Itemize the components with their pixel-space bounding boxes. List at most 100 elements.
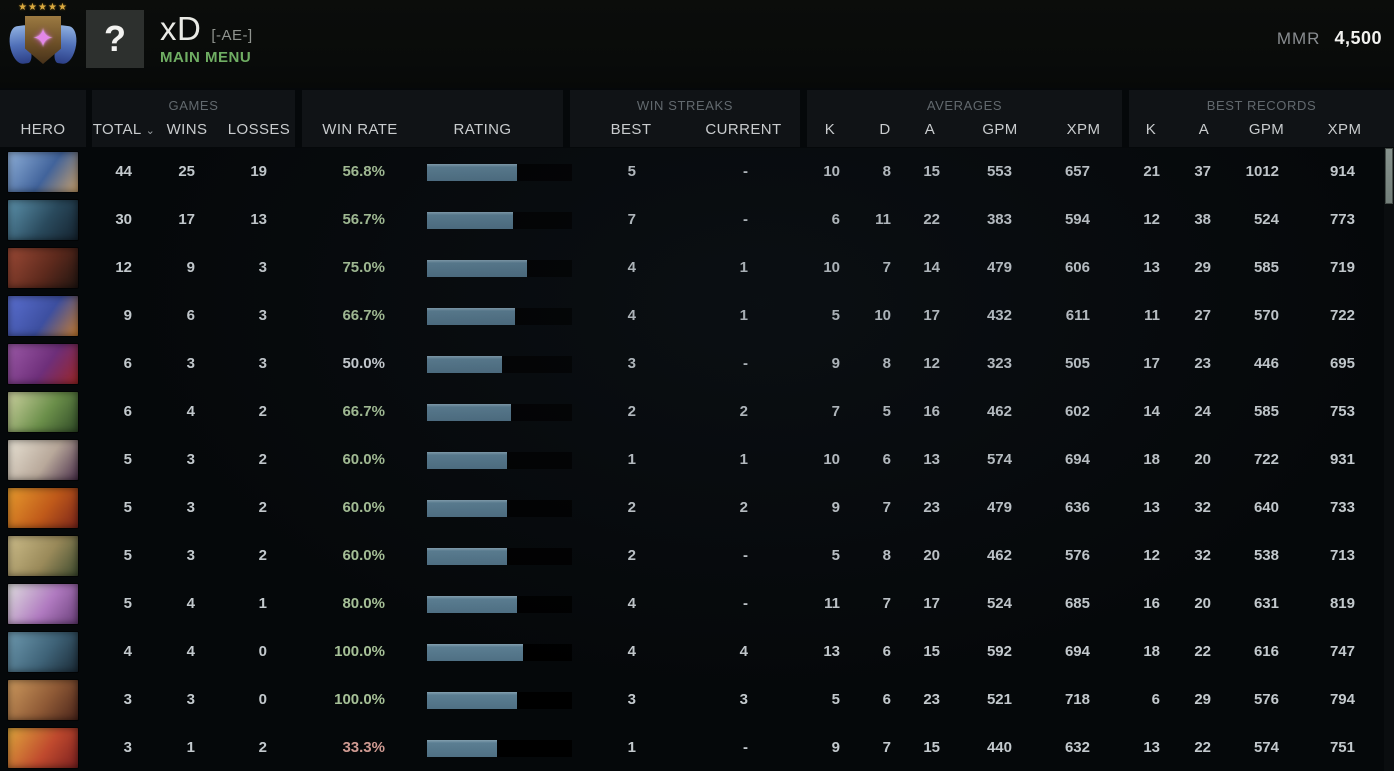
cell-current-streak: - <box>743 211 748 228</box>
avatar[interactable]: ? <box>86 10 144 68</box>
col-header-winrate[interactable]: WIN RATE <box>322 121 398 138</box>
col-header-avg-a[interactable]: A <box>924 121 936 138</box>
cell-current-streak: 1 <box>739 259 748 276</box>
cell-current-streak: 4 <box>739 643 748 660</box>
hero-portrait <box>8 248 78 288</box>
table-row[interactable]: 5 3 2 60.0% 2 - 5 8 20 462 576 12 32 538… <box>0 532 1384 580</box>
table-row[interactable]: 12 9 3 75.0% 4 1 10 7 14 479 606 13 29 5… <box>0 244 1384 292</box>
table-row[interactable]: 30 17 13 56.7% 7 - 6 11 22 383 594 12 38… <box>0 196 1384 244</box>
col-header-rating[interactable]: RATING <box>453 121 512 138</box>
cell-best-gpm: 446 <box>1253 355 1279 372</box>
hero-portrait <box>8 488 78 528</box>
col-header-best-gpm[interactable]: GPM <box>1248 121 1285 138</box>
cell-best-kills: 12 <box>1143 547 1160 564</box>
cell-current-streak: 2 <box>739 403 748 420</box>
hero-portrait <box>8 680 78 720</box>
cell-avg-xpm: 636 <box>1064 499 1090 516</box>
col-header-best-a[interactable]: A <box>1198 121 1210 138</box>
rating-bar <box>427 163 572 181</box>
cell-avg-gpm: 479 <box>986 499 1012 516</box>
col-header-best-xpm[interactable]: XPM <box>1327 121 1362 138</box>
cell-best-xpm: 733 <box>1329 499 1355 516</box>
rating-bar <box>427 211 572 229</box>
cell-avg-deaths: 7 <box>882 595 891 612</box>
cell-current-streak: - <box>743 739 748 756</box>
cell-avg-assists: 22 <box>923 211 940 228</box>
cell-wins: 1 <box>186 739 195 756</box>
cell-current-streak: - <box>743 163 748 180</box>
cell-total: 6 <box>123 403 132 420</box>
group-label-best-records: BEST RECORDS <box>1206 98 1317 113</box>
table-row[interactable]: 6 3 3 50.0% 3 - 9 8 12 323 505 17 23 446… <box>0 340 1384 388</box>
cell-win-rate: 100.0% <box>334 691 385 708</box>
cell-avg-kills: 6 <box>831 211 840 228</box>
cell-best-assists: 32 <box>1194 499 1211 516</box>
rating-bar <box>427 451 572 469</box>
cell-losses: 3 <box>258 355 267 372</box>
col-header-wins[interactable]: WINS <box>166 121 208 138</box>
header-panel-rate <box>302 90 563 147</box>
table-row[interactable]: 44 25 19 56.8% 5 - 10 8 15 553 657 21 37… <box>0 148 1384 196</box>
cell-best-streak: 4 <box>627 307 636 324</box>
table-row[interactable]: 5 3 2 60.0% 1 1 10 6 13 574 694 18 20 72… <box>0 436 1384 484</box>
col-header-avg-xpm[interactable]: XPM <box>1066 121 1101 138</box>
rating-bar <box>427 259 572 277</box>
cell-win-rate: 66.7% <box>342 403 385 420</box>
col-header-total[interactable]: TOTAL ⌄ <box>92 121 156 138</box>
cell-best-streak: 7 <box>627 211 636 228</box>
cell-wins: 25 <box>178 163 195 180</box>
cell-best-xpm: 695 <box>1329 355 1355 372</box>
cell-best-gpm: 1012 <box>1245 163 1279 180</box>
table-row[interactable]: 6 4 2 66.7% 2 2 7 5 16 462 602 14 24 585… <box>0 388 1384 436</box>
table-row[interactable]: 5 4 1 80.0% 4 - 11 7 17 524 685 16 20 63… <box>0 580 1384 628</box>
col-header-avg-gpm[interactable]: GPM <box>982 121 1018 138</box>
cell-wins: 4 <box>186 403 195 420</box>
cell-total: 6 <box>123 355 132 372</box>
cell-best-xpm: 713 <box>1329 547 1355 564</box>
cell-best-assists: 27 <box>1194 307 1211 324</box>
table-row[interactable]: 3 1 2 33.3% 1 - 9 7 15 440 632 13 22 574… <box>0 724 1384 771</box>
main-menu-link[interactable]: MAIN MENU <box>160 49 252 66</box>
col-header-losses[interactable]: LOSSES <box>227 121 291 138</box>
table-row[interactable]: 4 4 0 100.0% 4 4 13 6 15 592 694 18 22 6… <box>0 628 1384 676</box>
cell-current-streak: - <box>743 355 748 372</box>
scrollbar-track[interactable] <box>1384 148 1394 771</box>
cell-best-xpm: 719 <box>1329 259 1355 276</box>
cell-avg-deaths: 6 <box>882 691 891 708</box>
cell-best-assists: 32 <box>1194 547 1211 564</box>
cell-losses: 3 <box>258 307 267 324</box>
col-header-avg-k[interactable]: K <box>824 121 836 138</box>
cell-avg-gpm: 432 <box>986 307 1012 324</box>
cell-avg-xpm: 611 <box>1065 307 1090 324</box>
cell-avg-deaths: 8 <box>882 547 891 564</box>
col-header-hero[interactable]: HERO <box>20 121 66 138</box>
cell-wins: 4 <box>186 595 195 612</box>
cell-total: 9 <box>123 307 132 324</box>
cell-best-streak: 2 <box>627 403 636 420</box>
cell-avg-gpm: 440 <box>986 739 1012 756</box>
player-name: xD <box>160 10 202 47</box>
col-header-avg-d[interactable]: D <box>879 121 891 138</box>
cell-best-kills: 17 <box>1143 355 1160 372</box>
hero-portrait <box>8 296 78 336</box>
table-row[interactable]: 3 3 0 100.0% 3 3 5 6 23 521 718 6 29 576… <box>0 676 1384 724</box>
cell-avg-assists: 14 <box>923 259 940 276</box>
cell-avg-xpm: 505 <box>1064 355 1090 372</box>
cell-avg-gpm: 521 <box>986 691 1012 708</box>
scrollbar-thumb[interactable] <box>1385 148 1393 204</box>
player-tag: [-AE-] <box>211 27 253 44</box>
col-header-best[interactable]: BEST <box>610 121 652 138</box>
table-row[interactable]: 5 3 2 60.0% 2 2 9 7 23 479 636 13 32 640… <box>0 484 1384 532</box>
cell-win-rate: 75.0% <box>342 259 385 276</box>
cell-best-gpm: 631 <box>1253 595 1279 612</box>
cell-avg-gpm: 592 <box>986 643 1012 660</box>
cell-best-assists: 37 <box>1194 163 1211 180</box>
cell-best-assists: 29 <box>1194 259 1211 276</box>
col-header-current[interactable]: CURRENT <box>705 121 782 138</box>
cell-avg-kills: 9 <box>831 739 840 756</box>
rating-bar <box>427 691 572 709</box>
cell-avg-deaths: 6 <box>882 451 891 468</box>
table-row[interactable]: 9 6 3 66.7% 4 1 5 10 17 432 611 11 27 57… <box>0 292 1384 340</box>
cell-win-rate: 50.0% <box>342 355 385 372</box>
col-header-best-k[interactable]: K <box>1145 121 1157 138</box>
